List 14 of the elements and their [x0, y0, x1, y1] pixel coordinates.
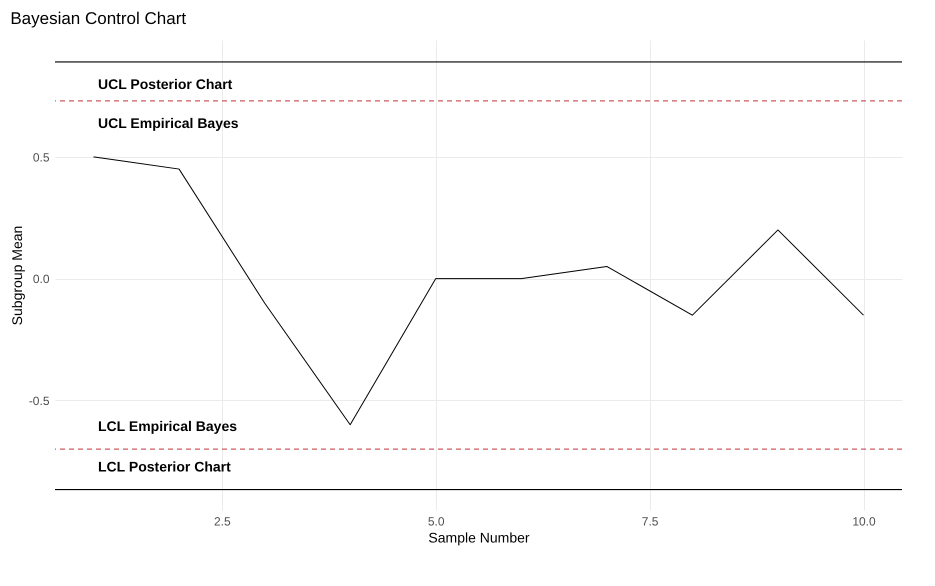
y-axis-title: Subgroup Mean [8, 226, 25, 326]
ref-line-label: UCL Posterior Chart [98, 76, 233, 92]
ref-line-label: LCL Empirical Bayes [98, 418, 238, 434]
x-tick-label: 5.0 [428, 514, 445, 528]
chart-title: Bayesian Control Chart [10, 9, 186, 28]
y-tick-label: 0.0 [32, 272, 50, 286]
y-tick-label: 0.5 [32, 150, 50, 164]
ref-line-label: LCL Posterior Chart [98, 458, 232, 475]
x-tick-label: 2.5 [214, 514, 231, 528]
ref-line-label: UCL Empirical Bayes [98, 114, 239, 131]
y-tick-label: -0.5 [28, 394, 50, 408]
x-tick-label: 10.0 [852, 514, 876, 528]
x-tick-label: 7.5 [642, 514, 659, 528]
x-axis-title: Sample Number [428, 530, 530, 546]
